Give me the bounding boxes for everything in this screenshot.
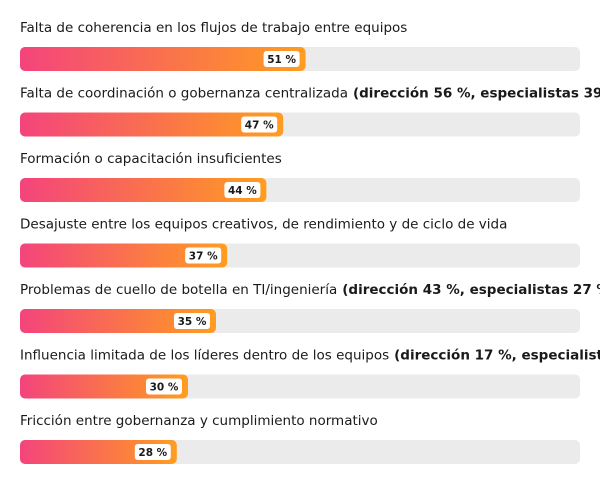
value-label: 47 % [245,120,274,132]
value-label-box [224,182,261,198]
category-name: Formación o capacitación insuficientes [20,151,282,167]
category-note: (dirección 56 %, especialistas 39 %) [353,86,600,102]
bar [20,178,267,202]
category-note: (dirección 43 %, especialistas 27 %) [342,282,600,298]
value-label-box [185,247,222,264]
bar [20,112,284,137]
value-label-box [146,378,182,395]
bar [20,47,306,71]
category-note: (dirección 17 %, especialistas 43 %) [394,348,600,364]
value-label: 35 % [178,316,207,328]
category-label: Problemas de cuello de botella en TI/ing… [20,282,600,298]
bar [20,243,228,268]
category-label: Fricción entre gobernanza y cumplimiento… [20,413,378,429]
category-name: Falta de coordinación o gobernanza centr… [20,86,348,102]
category-name: Problemas de cuello de botella en TI/ing… [20,282,337,298]
value-label-box [263,51,300,67]
value-label-box [241,116,278,133]
category-label: Desajuste entre los equipos creativos, d… [20,217,507,233]
category-label: Influencia limitada de los líderes dentr… [20,348,600,364]
bar [20,374,188,399]
value-label-box [134,444,171,460]
category-name: Influencia limitada de los líderes dentr… [20,348,389,364]
value-label: 30 % [150,382,179,394]
bar [20,309,216,333]
value-label: 28 % [138,447,167,459]
value-label: 51 % [267,54,296,66]
value-label: 37 % [189,251,218,263]
value-label-box [174,313,210,329]
category-label: Falta de coherencia en los flujos de tra… [20,20,407,36]
category-label: Formación o capacitación insuficientes [20,151,282,167]
value-label: 44 % [228,185,257,197]
category-label: Falta de coordinación o gobernanza centr… [20,86,600,102]
category-name: Fricción entre gobernanza y cumplimiento… [20,413,378,429]
category-name: Falta de coherencia en los flujos de tra… [20,20,407,36]
category-name: Desajuste entre los equipos creativos, d… [20,217,507,233]
